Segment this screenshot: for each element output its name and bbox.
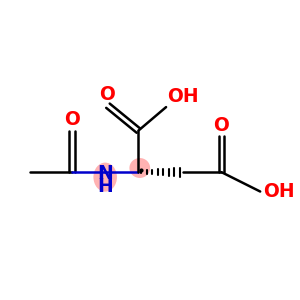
Text: O: O [64,110,80,129]
Text: O: O [214,116,230,135]
Text: OH: OH [263,182,295,201]
Ellipse shape [93,163,117,192]
Text: N: N [97,164,113,183]
Ellipse shape [129,158,150,178]
Text: H: H [97,177,113,196]
Text: O: O [99,85,115,104]
Text: OH: OH [167,87,199,106]
